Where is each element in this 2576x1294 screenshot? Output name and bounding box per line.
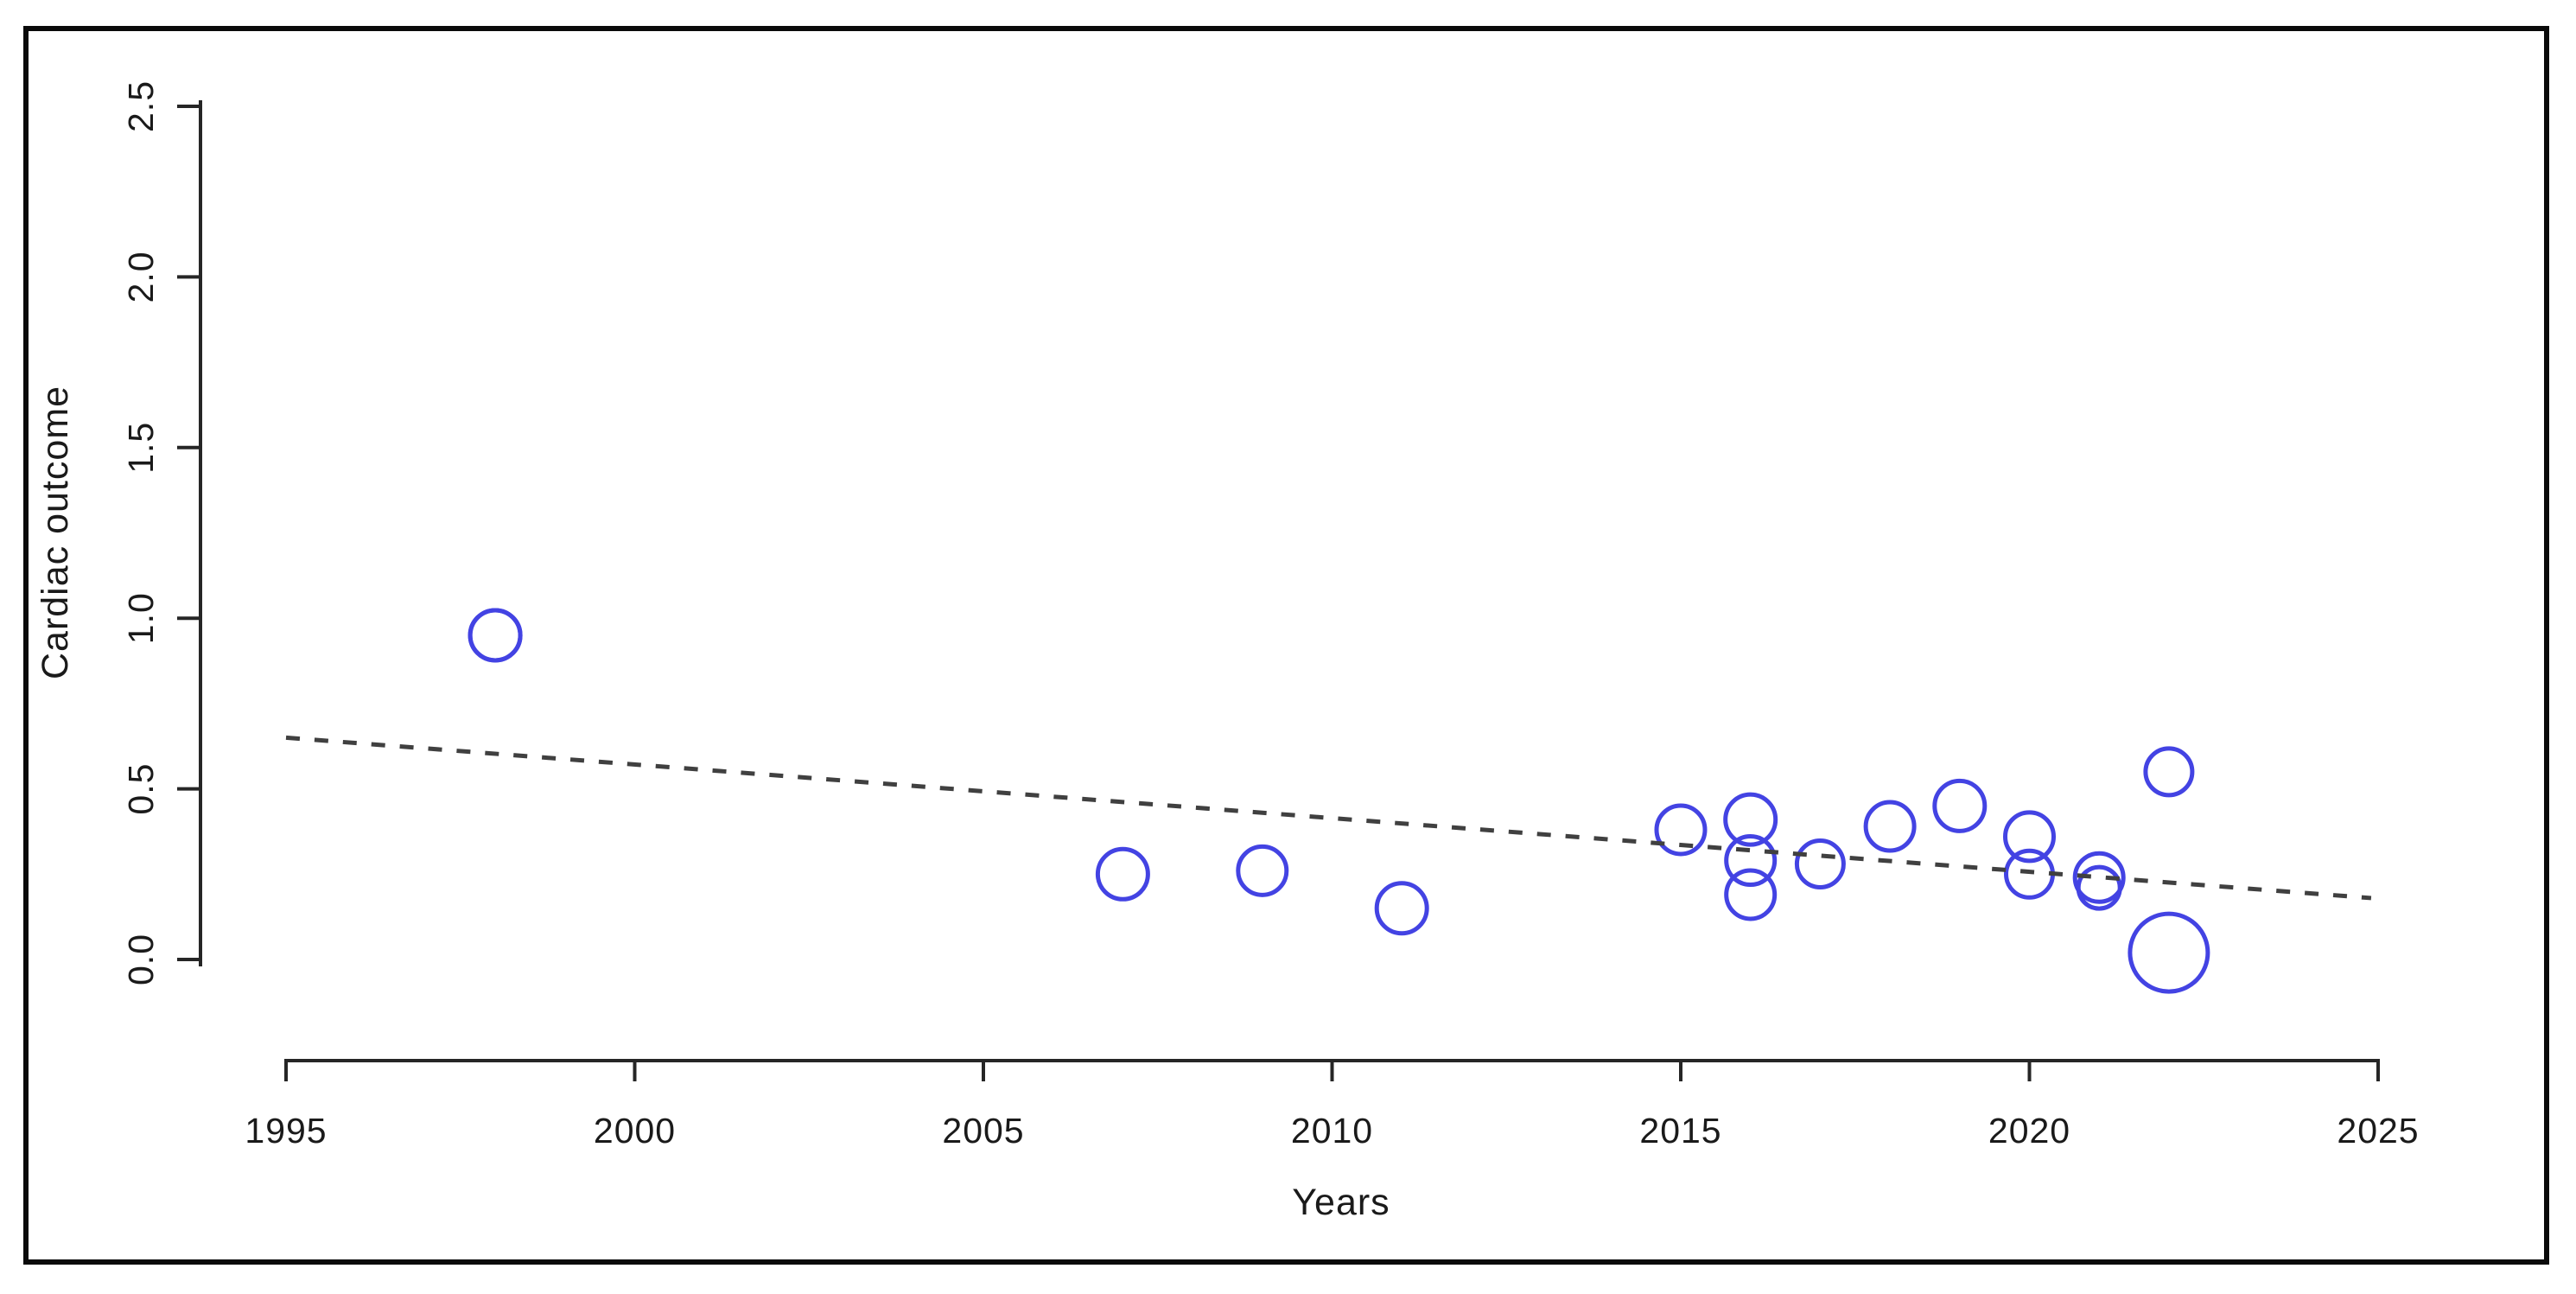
data-point [1794, 838, 1846, 889]
y-tick-label: 0.0 [121, 934, 161, 985]
x-tick-label: 2020 [1988, 1111, 2070, 1151]
trend-line [285, 735, 2372, 901]
x-tick-label: 1995 [245, 1111, 327, 1151]
y-tick-label: 2.0 [121, 251, 161, 303]
x-axis-title: Years [1292, 1182, 1390, 1223]
x-tick-label: 2010 [1291, 1111, 1373, 1151]
x-tick-label: 2000 [594, 1111, 676, 1151]
data-point [2003, 810, 2056, 864]
data-point [1095, 846, 1150, 902]
y-axis: 0.0 0.5 1.0 1.5 2.0 2.5 [121, 80, 202, 985]
x-axis: 1995 2000 2005 2010 2015 2020 2025 [245, 1059, 2419, 1151]
data-point [1654, 803, 1708, 857]
data-point [2072, 851, 2126, 904]
data-points-group [467, 608, 2210, 994]
data-point [1724, 868, 1778, 921]
data-point [1932, 778, 1988, 833]
data-point [1723, 792, 1778, 847]
data-point [2076, 864, 2122, 911]
y-tick-label: 1.5 [121, 422, 161, 474]
data-point [1236, 844, 1289, 897]
y-tick-label: 1.0 [121, 592, 161, 644]
trend-line-group [285, 735, 2372, 901]
data-point [2128, 911, 2210, 994]
x-tick-label: 2005 [942, 1111, 1024, 1151]
data-point [1863, 800, 1917, 853]
data-point [467, 608, 523, 663]
data-point [2004, 848, 2055, 900]
x-tick-label: 2015 [1639, 1111, 1721, 1151]
data-point [1724, 834, 1778, 888]
figure-border [23, 26, 2549, 1265]
data-point [2143, 746, 2195, 798]
data-point [1374, 881, 1429, 936]
x-tick-label: 2025 [2337, 1111, 2419, 1151]
y-axis-title: Cardiac outcome [35, 386, 76, 679]
y-tick-label: 0.5 [121, 763, 161, 815]
y-tick-label: 2.5 [121, 80, 161, 132]
